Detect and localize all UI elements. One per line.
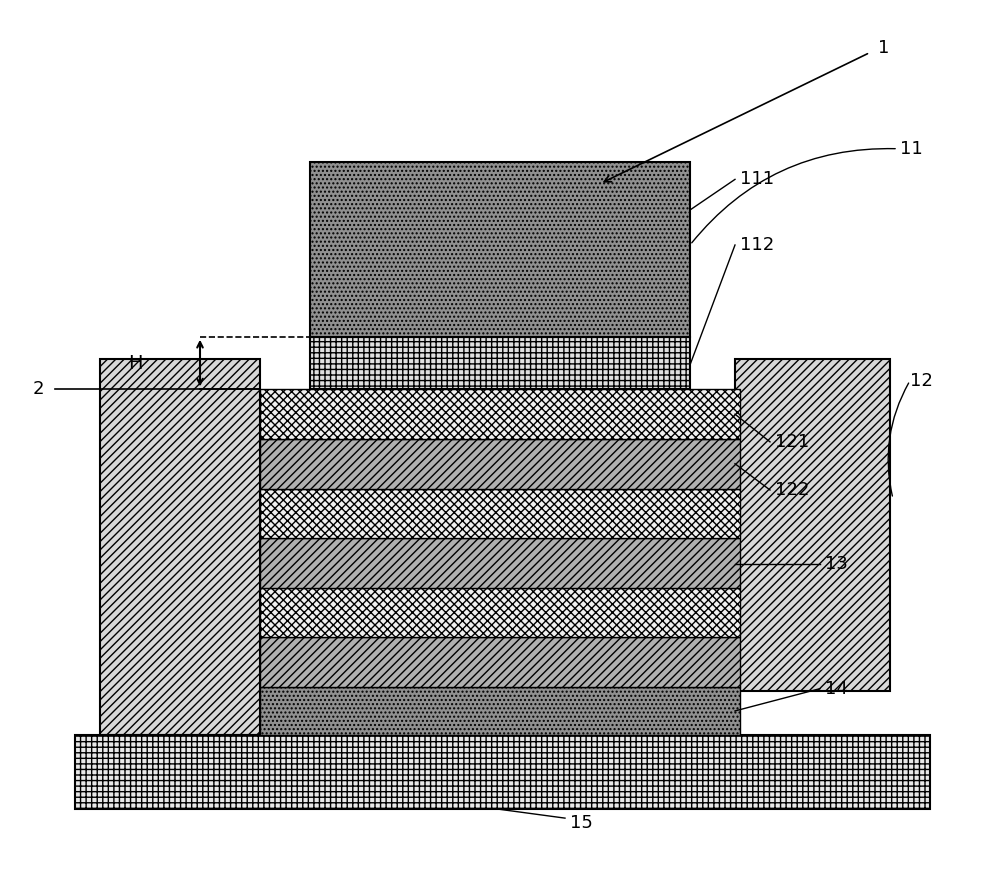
Bar (260, 538, 740, 588)
Text: 11: 11 (900, 140, 923, 158)
Text: H: H (128, 354, 142, 373)
Bar (100, 359, 260, 735)
Bar (260, 488, 740, 538)
Bar (260, 687, 740, 735)
Bar (310, 162, 690, 337)
Bar (260, 439, 740, 488)
Bar (75, 735, 930, 809)
Text: 2: 2 (32, 381, 44, 398)
Text: 14: 14 (825, 680, 848, 697)
Text: 12: 12 (910, 372, 933, 389)
Text: 15: 15 (570, 814, 593, 831)
Bar (260, 588, 740, 637)
Text: 122: 122 (775, 481, 809, 499)
Bar (260, 389, 740, 439)
Bar (310, 337, 690, 389)
Text: 112: 112 (740, 236, 774, 254)
Bar (735, 359, 890, 691)
Text: 111: 111 (740, 171, 774, 188)
Text: 1: 1 (878, 39, 889, 57)
Text: 121: 121 (775, 433, 809, 451)
Bar (260, 637, 740, 687)
Text: 13: 13 (825, 556, 848, 573)
